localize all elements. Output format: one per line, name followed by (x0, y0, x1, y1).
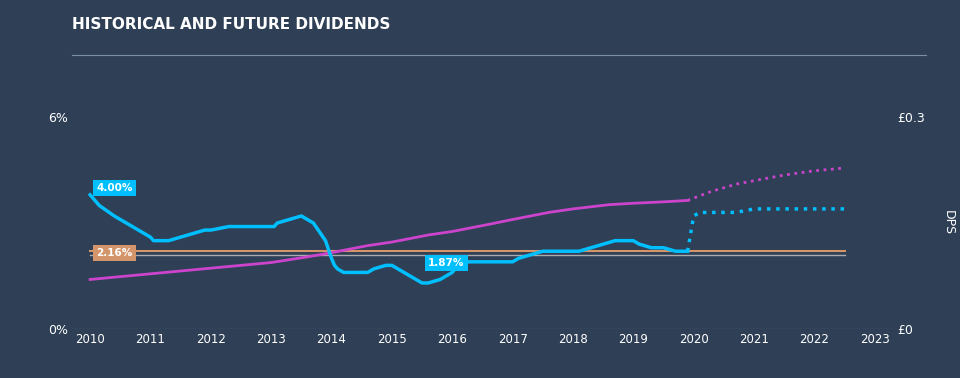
Text: 1.87%: 1.87% (428, 258, 465, 268)
Y-axis label: DPS: DPS (942, 211, 954, 235)
Text: HISTORICAL AND FUTURE DIVIDENDS: HISTORICAL AND FUTURE DIVIDENDS (72, 17, 391, 32)
Text: 4.00%: 4.00% (96, 183, 132, 193)
Text: 2.16%: 2.16% (96, 248, 132, 258)
